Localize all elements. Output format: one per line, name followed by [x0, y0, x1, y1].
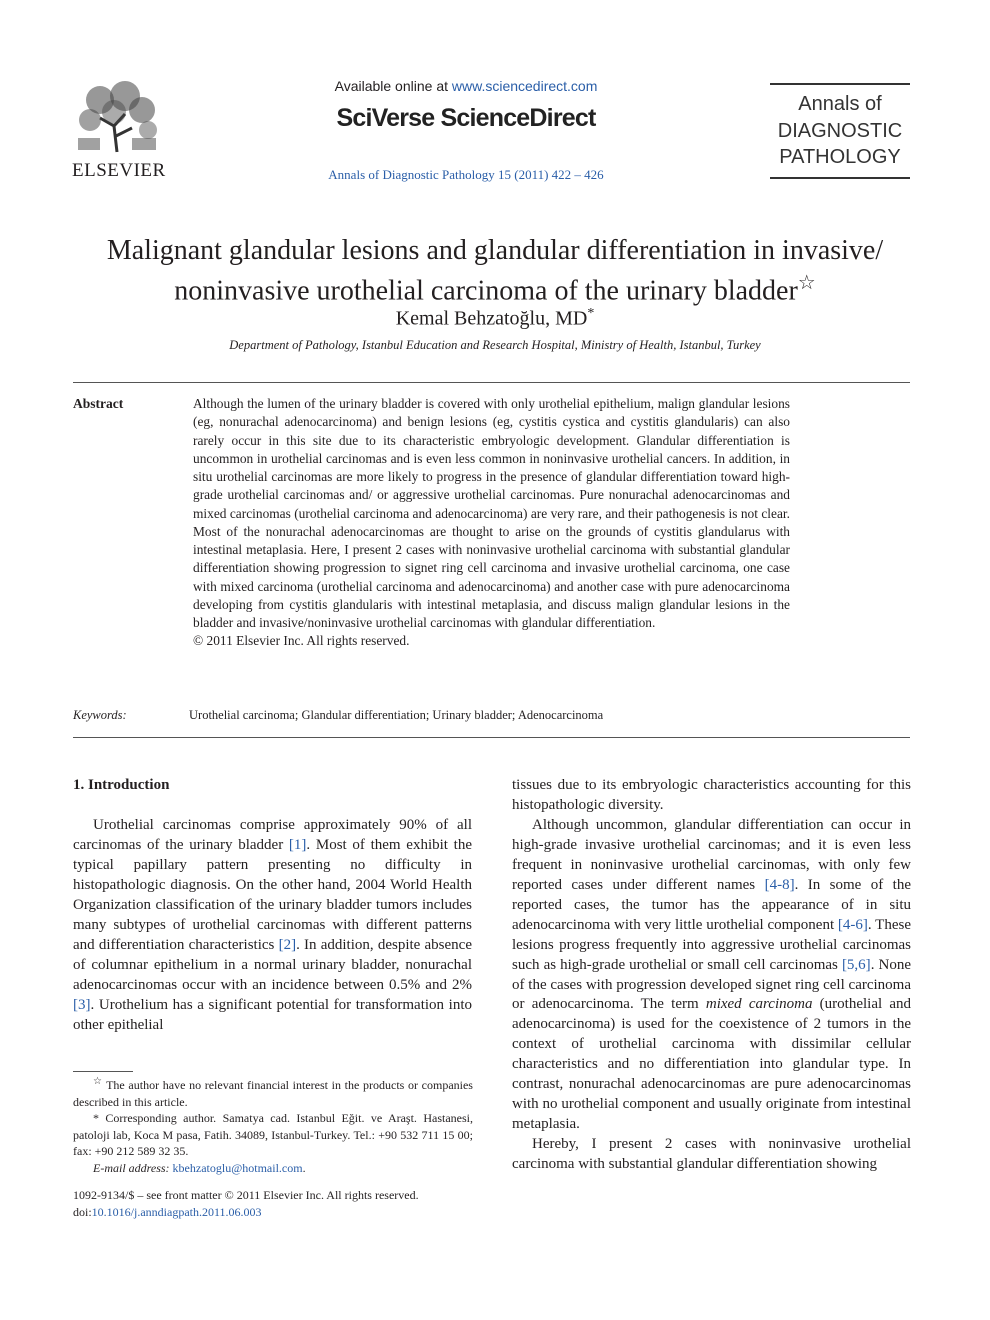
journal-line: Annals of — [798, 93, 882, 115]
title-mark: ☆ — [797, 272, 816, 294]
availability: Available online at www.sciencedirect.co… — [266, 78, 666, 94]
doi-link[interactable]: 10.1016/j.anndiagpath.2011.06.003 — [91, 1204, 262, 1219]
divider — [73, 737, 910, 738]
title-line: noninvasive urothelial carcinoma of the … — [174, 272, 816, 307]
email-label: E-mail address: — [93, 1160, 170, 1175]
column: tissues due to its embryologic character… — [512, 776, 911, 1175]
text-run: (urothelial and adenocarcinoma) is used … — [512, 996, 911, 1133]
text-run: . None of the cases with progression dev… — [512, 956, 911, 1013]
platform-link[interactable]: www.sciencedirect.com — [451, 78, 598, 94]
journal-line: DIAGNOSTIC — [777, 119, 903, 142]
article-title: Malignant glandular lesions and glandula… — [40, 234, 950, 307]
citation-link[interactable]: [2] — [278, 936, 297, 953]
text-run: . In addition, despite absence of column… — [73, 936, 472, 993]
affiliation: Department of Pathology, Istanbul Educat… — [229, 338, 761, 352]
abstract-text: Although the lumen of the urinary bladde… — [193, 396, 790, 630]
publisher-name: ELSEVIER — [72, 160, 166, 181]
text-run: . These lesions progress frequently into… — [512, 916, 911, 973]
doi-label: doi: — [73, 1204, 92, 1219]
text-run: tissues due to its embryologic character… — [512, 777, 911, 813]
footnotes: ☆ The author have no relevant financial … — [73, 1074, 473, 1177]
copyright: © 2011 Elsevier Inc. All rights reserved… — [193, 633, 410, 649]
text-run: . In some of the reported cases, the tum… — [512, 876, 911, 933]
footnote: E-mail address: kbehzatoglu@hotmail.com. — [73, 1160, 473, 1177]
text-run: . Urothelium has a significant potential… — [73, 996, 472, 1033]
issn-line: 1092-9134/$ – see front matter © 2011 El… — [73, 1188, 419, 1202]
author: Kemal Behzatoğlu, MD* — [40, 306, 950, 331]
text-run: Although uncommon, glandular differentia… — [512, 816, 911, 893]
column: Urothelial carcinomas comprise approxima… — [73, 816, 472, 1035]
footnote-text: . — [302, 1160, 306, 1175]
title-line: Malignant glandular lesions and glandula… — [106, 235, 884, 266]
divider — [73, 382, 910, 383]
paragraph: tissues due to its embryologic character… — [512, 776, 911, 816]
abstract: Although the lumen of the urinary bladde… — [193, 395, 790, 651]
journal-citation: Annals of Diagnostic Pathology 15 (2011)… — [328, 167, 604, 182]
paragraph: Hereby, I present 2 cases with noninvasi… — [512, 1135, 911, 1175]
journal-line: PATHOLOGY — [779, 146, 901, 168]
text-run: mixed carcinoma — [705, 996, 813, 1013]
paragraph: Urothelial carcinomas comprise approxima… — [73, 816, 472, 1035]
text-run: . Most of them exhibit the typical papil… — [73, 836, 472, 953]
platform-name: SciVerse ScienceDirect — [336, 104, 597, 132]
footnote-mark: ☆ — [93, 1076, 103, 1087]
footnote-text: Corresponding author. Samatya cad. Istan… — [73, 1111, 474, 1159]
footnote: ☆ The author have no relevant financial … — [73, 1074, 473, 1110]
text-run: Hereby, I present 2 cases with noninvasi… — [512, 1136, 911, 1173]
journal-rule — [770, 83, 910, 85]
doi-line: doi:10.1016/j.anndiagpath.2011.06.003 — [73, 1204, 419, 1221]
paragraph: Although uncommon, glandular differentia… — [512, 816, 911, 1135]
publisher-logo — [74, 81, 160, 153]
footnote-rule — [73, 1071, 133, 1072]
footnote-mark: * — [93, 1111, 99, 1126]
keywords: Urothelial carcinoma; Glandular differen… — [189, 708, 604, 722]
abstract-heading: Abstract — [73, 396, 124, 411]
journal-rule — [770, 177, 910, 179]
footnote: * Corresponding author. Samatya cad. Ist… — [73, 1110, 473, 1160]
author-mark: * — [587, 306, 595, 321]
front-matter: 1092-9134/$ – see front matter © 2011 El… — [73, 1187, 419, 1220]
citation-link[interactable]: [4-8] — [764, 876, 795, 893]
keywords-label: Keywords: — [73, 708, 127, 722]
availability-label: Available online at — [334, 78, 448, 94]
email-link[interactable]: kbehzatoglu@hotmail.com — [172, 1160, 303, 1175]
citation-link[interactable]: [3] — [73, 996, 91, 1013]
text-run: Urothelial carcinomas comprise approxima… — [73, 817, 472, 853]
author-name: Kemal Behzatoğlu, MD — [395, 307, 588, 330]
citation-link[interactable]: [4-6] — [837, 916, 868, 933]
journal-name: Annals of DIAGNOSTIC PATHOLOGY — [770, 91, 910, 171]
section-heading: 1. Introduction — [73, 777, 170, 793]
citation-link[interactable]: [1] — [288, 836, 307, 853]
footnote-text: The author have no relevant financial in… — [73, 1078, 473, 1109]
citation-link[interactable]: [5,6] — [841, 956, 871, 973]
